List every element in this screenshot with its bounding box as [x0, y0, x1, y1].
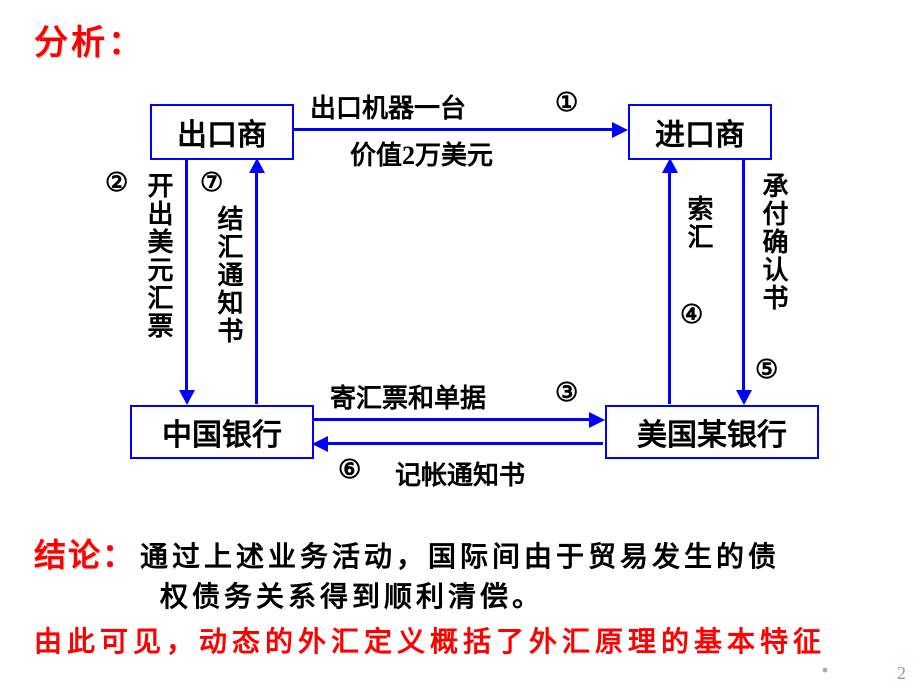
arrow-left-down	[185, 158, 188, 390]
node-importer: 进口商	[628, 104, 772, 160]
num-2: ②	[105, 168, 128, 198]
arrow-left-up	[255, 172, 258, 404]
node-exporter: 出口商	[150, 104, 294, 160]
conclusion-line2: 权债务关系得到顺利清偿。	[160, 575, 544, 615]
text-3: 寄汇票和单据	[330, 378, 486, 415]
text-7: 结汇通知书	[210, 205, 247, 395]
conclusion-line1: 通过上述业务活动，国际间由于贸易发生的债	[140, 542, 780, 573]
node-us-bank: 美国某银行	[605, 405, 819, 459]
arrow-right-down-head	[736, 390, 752, 405]
page-dot: .	[820, 635, 830, 682]
num-3: ③	[555, 378, 578, 408]
conclusion-prefix: 结论：	[34, 537, 136, 573]
arrow-left-down-head	[179, 390, 195, 405]
arrow-mid-left	[326, 442, 603, 445]
text-6: 记帐通知书	[395, 455, 525, 492]
final-line: 由此可见，动态的外汇定义概括了外汇原理的基本特征	[34, 620, 826, 660]
arrow-right-up-head	[662, 158, 678, 173]
num-6: ⑥	[338, 455, 361, 485]
arrow-right-down	[742, 158, 745, 390]
text-2: 开出美元汇票	[140, 172, 177, 392]
conclusion-block: 结论： 通过上述业务活动，国际间由于贸易发生的债	[34, 530, 890, 576]
label-top-2: 价值2万美元	[350, 135, 493, 172]
num-7: ⑦	[200, 168, 223, 198]
label-top-num: ①	[555, 88, 578, 118]
arrow-mid-right	[312, 418, 589, 421]
arrow-left-up-head	[249, 158, 265, 173]
arrow-top-head	[612, 122, 628, 138]
arrow-top	[292, 128, 612, 131]
arrow-right-up	[668, 172, 671, 404]
num-5: ⑤	[755, 355, 778, 385]
label-top-1: 出口机器一台	[310, 88, 530, 125]
text-5: 承付确认书	[755, 172, 792, 362]
text-4: 索汇	[680, 195, 717, 251]
page-number: 2	[897, 663, 906, 684]
arrow-mid-left-head	[312, 436, 328, 452]
node-china-bank: 中国银行	[130, 405, 314, 459]
arrow-mid-right-head	[589, 412, 605, 428]
num-4: ④	[680, 300, 703, 330]
analysis-title: 分析：	[34, 15, 145, 64]
